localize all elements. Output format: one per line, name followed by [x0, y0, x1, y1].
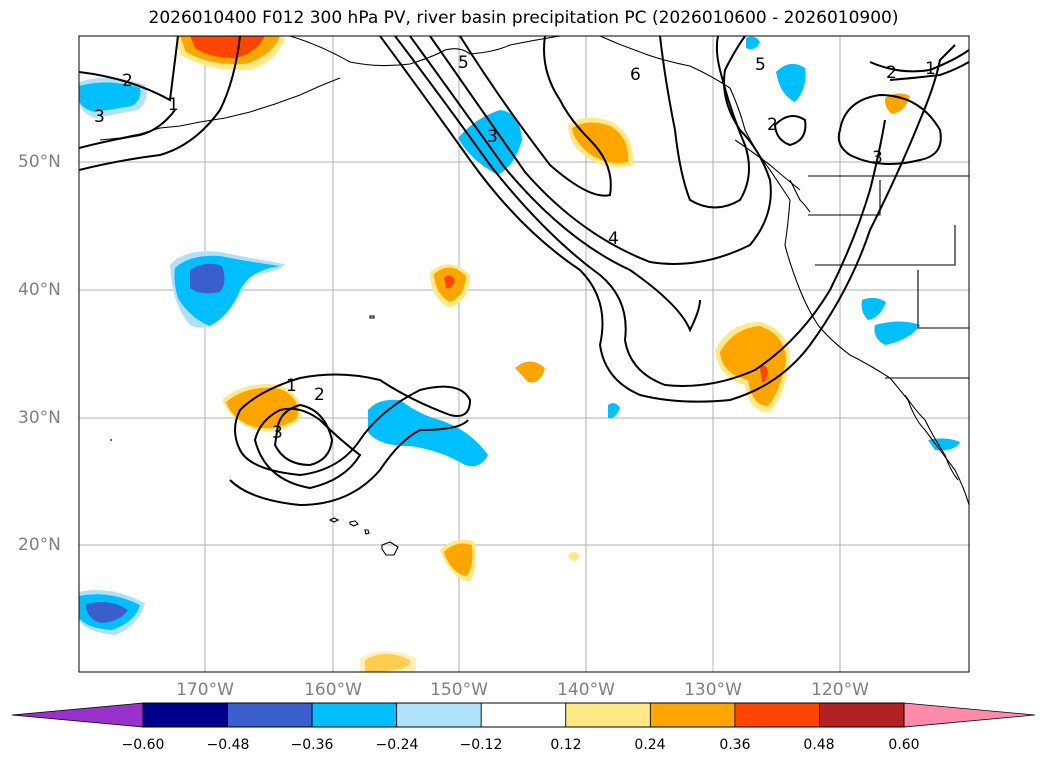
border-state-3 [917, 270, 969, 329]
neg-region-north-small [746, 36, 760, 50]
coast-hawaii-2 [349, 520, 359, 527]
coastlines [99, 36, 969, 556]
pv-contour-east-1 [837, 93, 942, 165]
coast-hawaii-4 [381, 541, 399, 556]
neg-region-bc [776, 63, 806, 102]
neg-region-tiny-1 [608, 403, 620, 419]
colorbar-tick-label: 0.12 [550, 737, 582, 753]
lon-label-140w: 140°W [557, 680, 615, 700]
lon-label-170w: 170°W [176, 680, 234, 700]
lat-label-40: 40°N [18, 280, 61, 300]
pv-contour-loop-1 [234, 373, 472, 477]
coast-baja [904, 394, 959, 481]
contour-label: 1 [286, 376, 297, 396]
contour-label: 3 [872, 148, 883, 168]
neg-region-south-west-core [86, 602, 128, 623]
colorbar-tick-label: −0.36 [290, 737, 334, 753]
pos-region-calif-core [760, 365, 768, 383]
contour-label: 2 [122, 71, 133, 91]
pv-contour-main-5 [459, 36, 612, 197]
pv-contour-east-2 [869, 49, 969, 73]
contour-label: 4 [608, 229, 619, 249]
contour-label: 2 [767, 115, 778, 135]
contour-label: 6 [630, 65, 641, 85]
pv-contour-west-1 [79, 36, 179, 102]
contour-label: 3 [487, 127, 498, 147]
contour-label: 1 [168, 95, 179, 115]
pos-region-hawaii [444, 543, 473, 576]
pv-contour-main-4 [429, 36, 772, 265]
pv-contour-west-2 [79, 109, 176, 149]
neg-region-hawaii-north [368, 399, 488, 467]
colorbar-tick-label: −0.48 [206, 737, 250, 753]
contour-label: 1 [925, 59, 936, 79]
coast-west-us [784, 199, 969, 506]
colorbar-tick-label: −0.60 [121, 737, 165, 753]
pv-contour-loop-2 [253, 407, 362, 490]
pos-region-aleutian-core [190, 36, 265, 58]
map-background [79, 36, 969, 672]
pos-region-south-outer [360, 651, 416, 672]
lon-label-130w: 130°W [684, 680, 742, 700]
contour-label: 2 [314, 385, 325, 405]
pv-contour-ring-1 [773, 115, 807, 147]
pv-contour-main-3 [409, 36, 701, 333]
pv-contour-main-6 [659, 36, 750, 209]
colorbar-tick-label: 0.24 [634, 737, 666, 753]
pv-contours [79, 36, 969, 507]
coast-misc-2 [369, 315, 375, 319]
pos-region-calif [720, 326, 786, 406]
contour-label: 2 [886, 63, 897, 83]
neg-region-socal [874, 321, 920, 345]
neg-region-midlat-core [190, 263, 225, 294]
coast-vancouver [789, 179, 811, 213]
pos-region-tiny-2 [568, 552, 580, 561]
colorbar-tick-label: 0.60 [888, 737, 920, 753]
neg-region-norcal [861, 297, 886, 320]
precip-fill [79, 36, 960, 672]
coast-panhandle [599, 36, 791, 201]
plot-title: 2026010400 F012 300 hPa PV, river basin … [148, 8, 899, 28]
colorbar-tick-label: −0.24 [375, 737, 419, 753]
lat-label-50: 50°N [18, 152, 61, 172]
colorbar-tick-label: −0.12 [459, 737, 503, 753]
map-frame [78, 35, 970, 673]
pos-region-small-1 [515, 361, 545, 383]
border-state-2 [815, 225, 956, 266]
coast-hawaii-1 [328, 517, 340, 523]
pv-contour-main-1 [379, 36, 956, 403]
lon-label-150w: 150°W [430, 680, 488, 700]
contour-label: 3 [272, 423, 283, 443]
lat-label-30: 30°N [18, 408, 61, 428]
pos-region-midpac-core [444, 275, 455, 289]
pv-contour-loop-3 [273, 403, 334, 467]
colorbar-tick-label: 0.36 [719, 737, 751, 753]
lat-label-20: 20°N [18, 535, 61, 555]
border-state-1 [808, 180, 881, 216]
lon-label-160w: 160°W [304, 680, 362, 700]
coast-hawaii-3 [364, 529, 370, 535]
contour-labels: 2 1 3 5 3 4 5 6 2 1 3 2 1 2 3 [94, 53, 936, 443]
pv-contour-west-3 [79, 36, 241, 171]
neg-region-ne-pacific-1-core [79, 82, 141, 112]
coast-alaska [289, 36, 561, 67]
colorbar-tick-label: 0.48 [803, 737, 835, 753]
contour-label: 5 [755, 55, 766, 75]
pos-region-gulf [572, 122, 629, 163]
pv-contour-east-3 [889, 61, 969, 81]
contour-label: 5 [458, 53, 469, 73]
pv-contour-loop-4 [229, 419, 469, 507]
pv-contour-main-2 [394, 36, 886, 387]
lon-label-120w: 120°W [811, 680, 869, 700]
contour-label: 3 [94, 107, 105, 127]
